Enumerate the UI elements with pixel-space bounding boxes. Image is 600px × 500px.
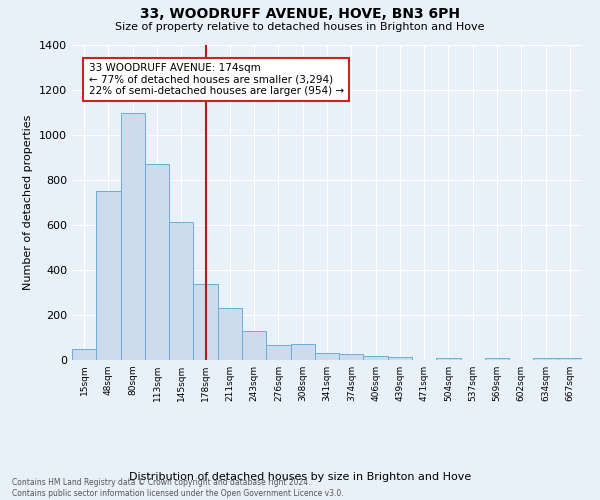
Bar xyxy=(388,356,412,360)
Bar xyxy=(145,164,169,360)
Text: 33, WOODRUFF AVENUE, HOVE, BN3 6PH: 33, WOODRUFF AVENUE, HOVE, BN3 6PH xyxy=(140,8,460,22)
Bar xyxy=(121,112,145,360)
Bar xyxy=(96,191,121,360)
Bar xyxy=(364,356,388,360)
Bar xyxy=(436,358,461,360)
Bar xyxy=(339,354,364,360)
Bar xyxy=(315,353,339,360)
Text: Size of property relative to detached houses in Brighton and Hove: Size of property relative to detached ho… xyxy=(115,22,485,32)
Text: Distribution of detached houses by size in Brighton and Hove: Distribution of detached houses by size … xyxy=(129,472,471,482)
Bar xyxy=(485,358,509,360)
Bar xyxy=(558,358,582,360)
Text: 33 WOODRUFF AVENUE: 174sqm
← 77% of detached houses are smaller (3,294)
22% of s: 33 WOODRUFF AVENUE: 174sqm ← 77% of deta… xyxy=(89,63,344,96)
Bar xyxy=(218,308,242,360)
Bar xyxy=(266,346,290,360)
Bar xyxy=(242,331,266,360)
Text: Contains HM Land Registry data © Crown copyright and database right 2024.
Contai: Contains HM Land Registry data © Crown c… xyxy=(12,478,344,498)
Y-axis label: Number of detached properties: Number of detached properties xyxy=(23,115,34,290)
Bar xyxy=(72,349,96,360)
Bar xyxy=(290,344,315,360)
Bar xyxy=(193,284,218,360)
Bar xyxy=(533,358,558,360)
Bar xyxy=(169,222,193,360)
